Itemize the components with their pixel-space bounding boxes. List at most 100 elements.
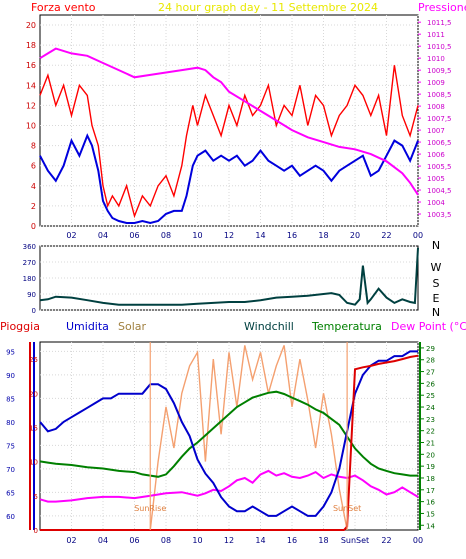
rain-tick-label: 10 bbox=[29, 459, 38, 467]
time-tick-label: 08 bbox=[161, 231, 171, 240]
legend-entry: Pioggia bbox=[0, 320, 40, 333]
rain-tick-label: 0 bbox=[34, 527, 38, 535]
time-tick-label: 16 bbox=[287, 231, 297, 240]
direction-tick-label: 0 bbox=[32, 307, 36, 315]
time-tick-label: 08 bbox=[161, 536, 171, 545]
time-tick-label: 18 bbox=[318, 231, 328, 240]
pressure-tick-label: 1007 bbox=[427, 127, 445, 135]
temp-tick-label: 17 bbox=[426, 487, 435, 495]
sun-annotation-label: SunSet bbox=[333, 504, 361, 513]
rain-tick-label: 5 bbox=[34, 493, 38, 501]
legend-entry: Temperatura bbox=[311, 320, 382, 333]
time-tick-label: 02 bbox=[66, 536, 76, 545]
humidity-tick-label: 65 bbox=[6, 489, 15, 497]
chart-title: 24 hour graph day - 11 Settembre 2024 bbox=[158, 1, 378, 14]
humidity-tick-label: 90 bbox=[6, 372, 15, 380]
solar-series-line bbox=[149, 345, 348, 531]
time-tick-label: 02 bbox=[66, 231, 76, 240]
sun-annotation-label: SunRise bbox=[134, 504, 166, 513]
time-tick-label: 22 bbox=[381, 536, 391, 545]
legend-entry: Umidita bbox=[66, 320, 109, 333]
compass-label: S bbox=[433, 277, 440, 290]
pressure-tick-label: 1005,5 bbox=[427, 163, 452, 171]
pressure-tick-label: 1009 bbox=[427, 79, 445, 87]
wind-tick-label: 20 bbox=[26, 21, 36, 30]
compass-label: N bbox=[432, 239, 440, 252]
compass-label: E bbox=[433, 292, 440, 305]
temp-tick-label: 19 bbox=[426, 463, 435, 471]
time-tick-label: 12 bbox=[224, 231, 234, 240]
time-tick-label: 16 bbox=[287, 536, 297, 545]
pressure-tick-label: 1004 bbox=[427, 199, 445, 207]
time-tick-label: 04 bbox=[98, 536, 108, 545]
wind-tick-label: 0 bbox=[31, 222, 36, 231]
rain-tick-label: 25 bbox=[29, 356, 38, 364]
wind-tick-label: 8 bbox=[31, 142, 36, 151]
humidity-tick-label: 85 bbox=[6, 395, 15, 403]
direction-tick-label: 270 bbox=[23, 259, 36, 267]
temp-tick-label: 15 bbox=[426, 510, 435, 518]
wind-tick-label: 4 bbox=[31, 182, 36, 191]
pressure-tick-label: 1010 bbox=[427, 55, 445, 63]
direction-tick-label: 360 bbox=[23, 243, 36, 251]
time-tick-label: 12 bbox=[224, 536, 234, 545]
pressure-tick-label: 1008 bbox=[427, 103, 445, 111]
wind-tick-label: 6 bbox=[31, 162, 36, 171]
pressure-tick-label: 1006 bbox=[427, 151, 445, 159]
wind-direction-series-line bbox=[39, 247, 419, 306]
temp-tick-label: 18 bbox=[426, 475, 435, 483]
compass-label: W bbox=[431, 261, 442, 274]
temp-tick-label: 14 bbox=[426, 522, 435, 530]
pressure-tick-label: 1011,5 bbox=[427, 19, 452, 27]
temp-tick-label: 23 bbox=[426, 416, 435, 424]
temp-tick-label: 27 bbox=[426, 369, 435, 377]
time-tick-label: 20 bbox=[350, 231, 360, 240]
legend-entry: Windchill bbox=[244, 320, 294, 333]
time-tick-label: SunSet bbox=[341, 536, 369, 545]
pressure-tick-label: 1010,5 bbox=[427, 43, 452, 51]
humidity-tick-label: 80 bbox=[6, 419, 15, 427]
rain-tick-label: 15 bbox=[29, 424, 38, 432]
temp-tick-label: 28 bbox=[426, 357, 435, 365]
time-tick-label: 14 bbox=[255, 231, 265, 240]
pressure-tick-label: 1008,5 bbox=[427, 91, 452, 99]
time-tick-label: 04 bbox=[98, 231, 108, 240]
time-tick-label: 00 bbox=[413, 536, 423, 545]
direction-tick-label: 180 bbox=[23, 275, 36, 283]
temp-tick-label: 24 bbox=[426, 404, 435, 412]
rain-tick-label: 20 bbox=[29, 390, 38, 398]
temp-tick-label: 25 bbox=[426, 392, 435, 400]
wind-tick-label: 14 bbox=[26, 81, 36, 90]
dewpoint-series-line bbox=[39, 469, 419, 503]
wind-tick-label: 10 bbox=[26, 122, 36, 131]
time-tick-label: 22 bbox=[381, 231, 391, 240]
temp-tick-label: 22 bbox=[426, 428, 435, 436]
time-tick-label: 06 bbox=[129, 231, 139, 240]
time-tick-label: 14 bbox=[255, 536, 265, 545]
time-tick-label: 10 bbox=[192, 536, 202, 545]
time-tick-label: 00 bbox=[413, 231, 423, 240]
wind-tick-label: 16 bbox=[26, 61, 36, 70]
humidity-series-line bbox=[39, 350, 418, 517]
pressure-axis-label: Pressione bbox=[418, 1, 466, 14]
time-tick-label: 06 bbox=[129, 536, 139, 545]
pressure-tick-label: 1009,5 bbox=[427, 67, 452, 75]
pressure-tick-label: 1011 bbox=[427, 31, 445, 39]
pressure-tick-label: 1006,5 bbox=[427, 139, 452, 147]
temp-tick-label: 29 bbox=[426, 345, 435, 353]
time-tick-label: 10 bbox=[192, 231, 202, 240]
humidity-tick-label: 75 bbox=[6, 442, 15, 450]
temp-tick-label: 20 bbox=[426, 451, 435, 459]
humidity-tick-label: 95 bbox=[6, 348, 15, 356]
humidity-tick-label: 60 bbox=[6, 513, 15, 521]
wind-axis-label: Forza vento bbox=[31, 1, 96, 14]
pressure-series-line bbox=[39, 47, 419, 196]
temp-tick-label: 21 bbox=[426, 440, 435, 448]
wind-speed-series-line bbox=[39, 133, 419, 225]
compass-label: N bbox=[432, 306, 440, 319]
wind-tick-label: 2 bbox=[31, 202, 36, 211]
wind-tick-label: 12 bbox=[26, 101, 36, 110]
pressure-tick-label: 1007,5 bbox=[427, 115, 452, 123]
